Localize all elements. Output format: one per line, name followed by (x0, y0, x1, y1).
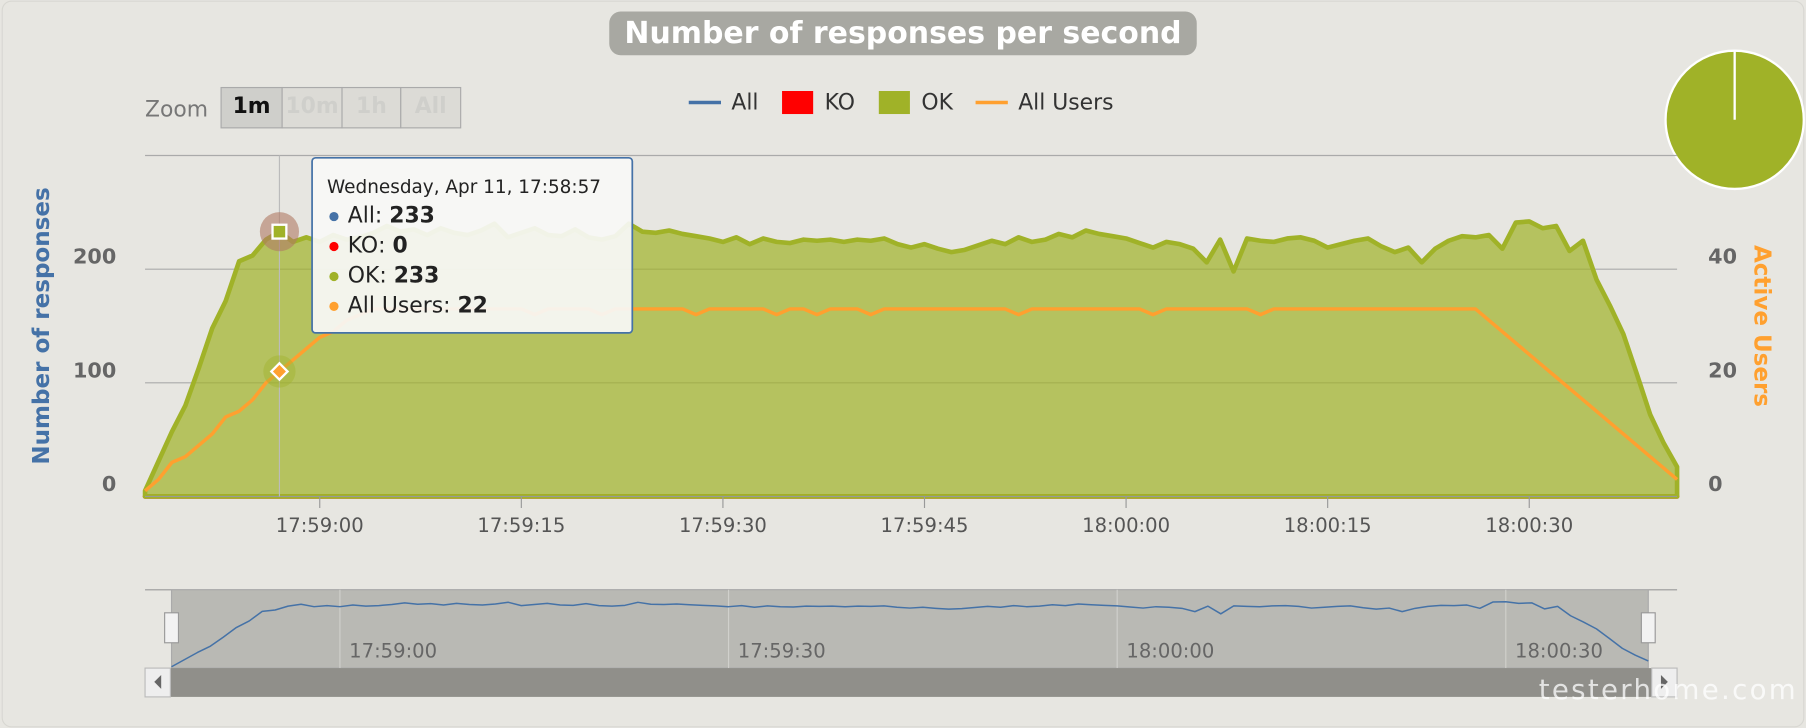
tooltip-dot (329, 241, 339, 252)
navigator-tick-label: 17:59:00 (349, 639, 437, 662)
handle-body (164, 612, 180, 644)
tooltip-value: 233 (394, 263, 440, 288)
tooltip-value: 233 (389, 204, 435, 229)
x-tick-label: 18:00:00 (1082, 514, 1170, 537)
scroll-arrow (154, 675, 162, 689)
zoom-button[interactable]: 1m (220, 86, 283, 129)
tooltip-separator: : (443, 293, 457, 318)
zoom-button-bg (341, 86, 402, 129)
hover-marker (271, 223, 288, 240)
zoom-button-bg (220, 86, 283, 129)
zoom-button-label: 1m (233, 94, 271, 119)
navigator-handle[interactable] (164, 612, 180, 644)
legend-label: KO (825, 91, 855, 116)
tooltip-row: All: 233 (348, 204, 435, 229)
y-tick-label: 200 (73, 245, 116, 269)
y2-tick-label: 20 (1708, 358, 1737, 382)
handle-body (1640, 612, 1656, 644)
navigator-line (171, 601, 1649, 668)
zoom-button[interactable]: All (400, 86, 462, 129)
hover-marker (269, 361, 290, 382)
tooltip-series-name: KO (348, 234, 378, 259)
title-box (609, 11, 1197, 56)
legend-label: All (731, 91, 758, 116)
tooltip-row: KO: 0 (348, 234, 408, 259)
x-tick-label: 18:00:30 (1485, 514, 1573, 537)
y2-axis-title: Active Users (1749, 245, 1775, 407)
tooltip-row: All Users: 22 (348, 293, 488, 318)
tooltip-value: 0 (392, 234, 407, 259)
tooltip-separator: : (378, 234, 392, 259)
tooltip-series-name: OK (348, 263, 380, 288)
zoom-button[interactable]: 10m (281, 86, 343, 129)
legend-label: All Users (1018, 91, 1113, 116)
navigator-handle[interactable] (1640, 612, 1656, 644)
zoom-button[interactable]: 1h (341, 86, 402, 129)
y2-tick-label: 40 (1708, 245, 1737, 269)
zoom-button-label: 10m (285, 94, 338, 119)
y-tick-label: 100 (73, 358, 116, 382)
navigator-tick-label: 18:00:30 (1515, 639, 1603, 662)
y2-tick-label: 0 (1708, 472, 1722, 496)
chart-title: Number of responses per second (624, 16, 1181, 51)
x-tick-label: 18:00:15 (1284, 514, 1372, 537)
y-axis-title: Number of responses (29, 187, 55, 464)
navigator-tick-label: 17:59:30 (738, 639, 826, 662)
tooltip-dot (329, 271, 339, 282)
tooltip-series-name: All (348, 204, 375, 229)
tooltip-value: 22 (457, 293, 487, 318)
tooltip-header: Wednesday, Apr 11, 17:58:57 (327, 177, 601, 198)
tooltip-series-name: All Users (348, 293, 443, 318)
y-tick-label: 0 (102, 472, 116, 496)
legend-swatch (782, 91, 814, 115)
tooltip-separator: : (375, 204, 389, 229)
tooltip-dot (329, 211, 339, 222)
tooltip-dot (329, 301, 339, 312)
tooltip-row: OK: 233 (348, 263, 440, 288)
x-tick-label: 17:59:45 (881, 514, 969, 537)
zoom-button-bg (400, 86, 462, 129)
zoom-button-label: All (415, 94, 447, 119)
x-tick-label: 17:59:30 (679, 514, 767, 537)
zoom-label: Zoom (145, 98, 208, 123)
zoom-button-label: 1h (356, 94, 387, 119)
scrollbar-track (145, 668, 1678, 697)
scroll-arrow (1660, 675, 1668, 689)
tooltip-box (311, 156, 634, 334)
navigator-tick-label: 18:00:00 (1126, 639, 1214, 662)
zoom-button-bg (281, 86, 343, 129)
watermark: testerhome.com (1539, 673, 1798, 706)
x-tick-label: 17:59:15 (477, 514, 565, 537)
legend-swatch (878, 91, 910, 115)
x-tick-label: 17:59:00 (276, 514, 364, 537)
legend-label: OK (921, 91, 953, 116)
tooltip-separator: : (379, 263, 393, 288)
